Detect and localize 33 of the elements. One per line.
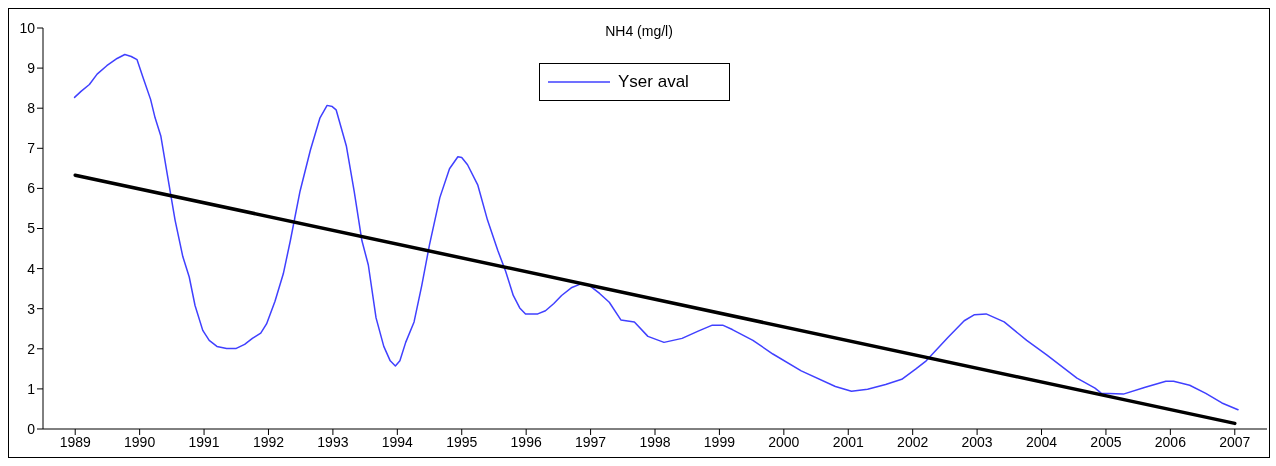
x-tick-label: 1999 xyxy=(703,433,736,450)
x-tick-label: 1996 xyxy=(510,433,542,450)
y-tick-label: 4 xyxy=(27,260,36,277)
y-tick-label: 0 xyxy=(27,420,36,437)
y-tick-label: 1 xyxy=(27,380,36,397)
y-tick-label: 5 xyxy=(27,220,36,237)
x-tick-label: 1991 xyxy=(188,433,220,450)
x-tick-label: 1994 xyxy=(381,433,414,450)
x-tick-label: 1998 xyxy=(639,433,671,450)
x-tick-label: 1995 xyxy=(446,433,478,450)
line-series xyxy=(73,53,1239,411)
x-tick-label: 2006 xyxy=(1154,433,1187,450)
y-tick-label: 6 xyxy=(27,180,36,197)
chart-title: NH4 (mg/l) xyxy=(605,23,673,39)
y-tick-label: 8 xyxy=(27,100,36,117)
y-tick-label: 10 xyxy=(19,19,36,36)
x-tick-label: 1992 xyxy=(252,433,285,450)
x-tick-label: 1997 xyxy=(575,433,607,450)
x-tick-label: 1989 xyxy=(59,433,91,450)
x-tick-label: 2000 xyxy=(768,433,800,450)
x-tick-label: 2007 xyxy=(1219,433,1251,450)
x-tick-label: 2002 xyxy=(897,433,929,450)
x-tick-label: 2003 xyxy=(961,433,993,450)
legend-label: Yser aval xyxy=(618,72,689,92)
x-tick-label: 2005 xyxy=(1090,433,1122,450)
x-tick-label: 1993 xyxy=(317,433,349,450)
x-tick-label: 2004 xyxy=(1025,433,1058,450)
y-tick-label: 2 xyxy=(27,340,36,357)
y-tick-label: 7 xyxy=(27,140,36,157)
x-tick-label: 1990 xyxy=(124,433,156,450)
y-tick-label: 9 xyxy=(27,60,36,77)
x-tick-label: 2001 xyxy=(832,433,865,450)
y-tick-label: 3 xyxy=(27,300,36,317)
